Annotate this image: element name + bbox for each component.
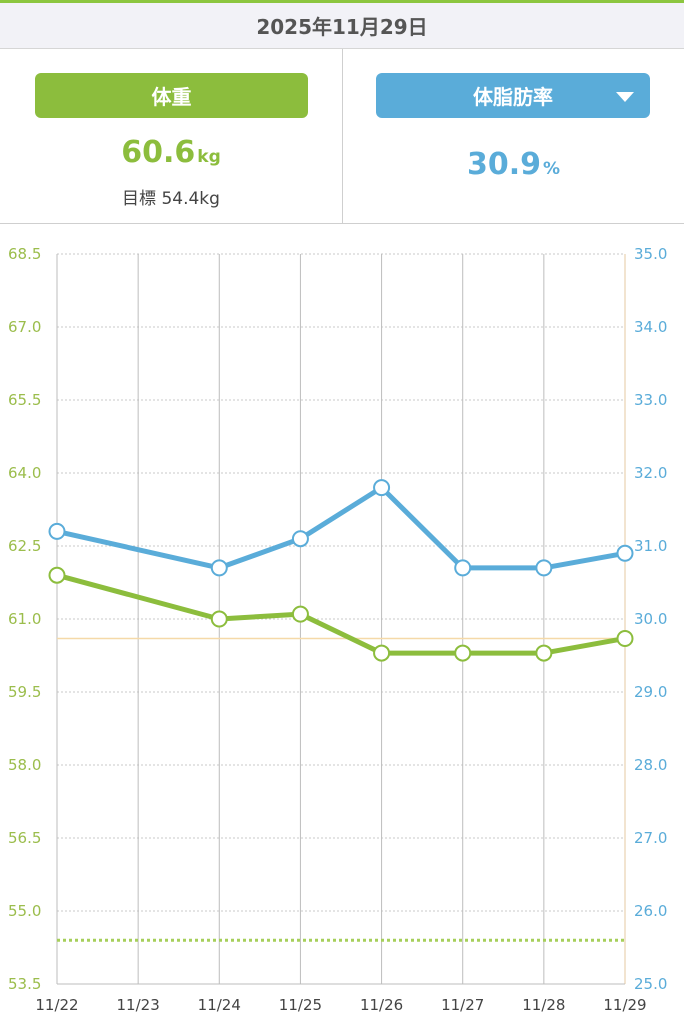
left-axis-tick-label: 64.0 — [8, 464, 41, 482]
weight-unit: kg — [197, 147, 221, 167]
weight-tab-button[interactable]: 体重 — [35, 73, 308, 118]
weight-number: 60.6 — [121, 135, 196, 170]
weight-tab-label: 体重 — [151, 85, 192, 109]
weight-series-line — [54, 572, 628, 656]
body-fat-data-point — [291, 530, 309, 548]
top-accent-line — [0, 0, 684, 3]
body-fat-data-point — [373, 479, 391, 497]
right-axis-tick-label: 30.0 — [634, 610, 667, 628]
date-header[interactable]: 2025年11月29日 — [0, 3, 684, 49]
right-axis-tick-label: 25.0 — [634, 975, 667, 993]
weight-data-point — [48, 566, 66, 584]
left-axis-tick-label: 53.5 — [8, 975, 41, 993]
right-axis-tick-label: 34.0 — [634, 318, 667, 336]
right-axis-tick-label: 35.0 — [634, 245, 667, 263]
body-fat-data-point — [535, 559, 553, 577]
x-axis-tick-label: 11/28 — [522, 996, 565, 1014]
x-axis-tick-label: 11/29 — [603, 996, 646, 1014]
right-axis-tick-label: 29.0 — [634, 683, 667, 701]
left-axis-tick-label: 65.5 — [8, 391, 41, 409]
left-axis-tick-label: 59.5 — [8, 683, 41, 701]
left-axis-tick-label: 61.0 — [8, 610, 41, 628]
weight-data-point — [454, 644, 472, 662]
weight-data-point — [616, 629, 634, 647]
weight-data-point — [291, 605, 309, 623]
weight-panel: 体重 60.6 kg 目標 54.4kg — [0, 49, 343, 224]
x-axis-tick-label: 11/25 — [279, 996, 322, 1014]
body-fat-value: 30.9% — [343, 147, 684, 182]
weight-data-point — [210, 610, 228, 628]
right-axis-tick-label: 33.0 — [634, 391, 667, 409]
right-axis-tick-label: 31.0 — [634, 537, 667, 555]
x-axis-tick-label: 11/22 — [35, 996, 78, 1014]
weight-fat-chart[interactable]: 68.5 67.0 65.5 64.0 62.5 61.0 59.5 58.0 56.5 55.0… — [0, 224, 684, 1024]
weight-data-point — [535, 644, 553, 662]
weight-goal: 目標 54.4kg — [122, 189, 220, 209]
weight-data-point — [373, 644, 391, 662]
x-axis-tick-label: 11/24 — [198, 996, 241, 1014]
body-fat-data-point — [210, 559, 228, 577]
body-fat-dropdown-button[interactable]: 体脂肪率 — [376, 73, 650, 118]
x-axis-tick-label: 11/27 — [441, 996, 484, 1014]
body-fat-data-point — [48, 522, 66, 540]
right-axis-tick-label: 28.0 — [634, 756, 667, 774]
x-axis-tick-label: 11/23 — [117, 996, 160, 1014]
body-fat-tab-label: 体脂肪率 — [473, 85, 553, 109]
date-label: 2025年11月29日 — [256, 15, 428, 39]
right-axis-tick-label: 32.0 — [634, 464, 667, 482]
right-axis-tick-label: 26.0 — [634, 902, 667, 920]
x-axis-tick-label: 11/26 — [360, 996, 403, 1014]
body-fat-unit: % — [542, 159, 561, 179]
body-fat-number: 30.9 — [466, 147, 541, 182]
body-fat-series-line — [54, 485, 628, 571]
body-fat-panel: 体脂肪率 30.9% — [343, 49, 684, 224]
weight-value: 60.6 kg — [0, 135, 342, 170]
right-axis-tick-label: 27.0 — [634, 829, 667, 847]
left-axis-tick-label: 62.5 — [8, 537, 41, 555]
left-axis-tick-label: 67.0 — [8, 318, 41, 336]
left-axis-tick-label: 55.0 — [8, 902, 41, 920]
body-fat-data-point — [454, 559, 472, 577]
left-axis-tick-label: 56.5 — [8, 829, 41, 847]
caret-down-icon — [616, 92, 634, 102]
body-fat-data-point — [616, 544, 634, 562]
left-axis-tick-label: 68.5 — [8, 245, 41, 263]
left-axis-tick-label: 58.0 — [8, 756, 41, 774]
